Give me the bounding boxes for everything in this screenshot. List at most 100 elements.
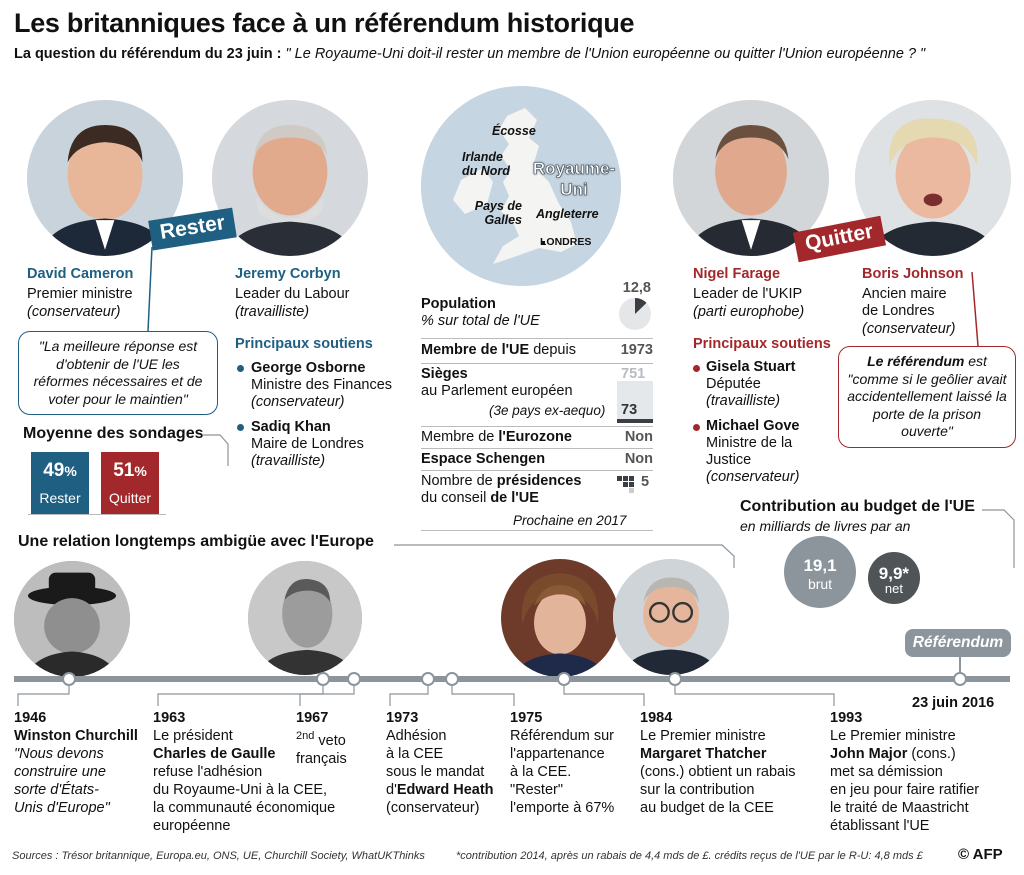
event-1967-year: 1967 (296, 710, 329, 726)
seats-note: (3e pays ex-aequo) (489, 403, 606, 418)
afp-credit: © AFP (958, 846, 1003, 863)
remain-bullet (237, 424, 244, 431)
event-1975-l4: "Rester" (510, 782, 564, 798)
event-1993-l5: le traité de Maastricht (830, 800, 969, 816)
presidency-squares (617, 476, 634, 493)
event-1967-l2: français (296, 750, 347, 767)
leave-quote-pointer (971, 271, 979, 347)
timeline-title: Une relation longtemps ambigüe avec l'Eu… (18, 533, 374, 550)
budget-gross-label: brut (807, 576, 833, 592)
corbyn-info: Jeremy Corbyn Leader du Labour (travaill… (235, 266, 350, 321)
referendum-date: 23 juin 2016 (912, 695, 995, 711)
eurozone-label: l'Eurozone (498, 429, 572, 445)
event-1975-l3: à la CEE. (510, 764, 572, 780)
johnson-role2: de Londres (862, 303, 935, 319)
page-title: Les britanniques face à un référendum hi… (14, 8, 635, 38)
event-1993: 1993 Le Premier ministre John Major (con… (830, 709, 979, 835)
poll-baseline (28, 514, 166, 515)
event-1975-l5: l'emporte à 67% (510, 800, 615, 816)
poll-leave-label: Quitter (108, 490, 151, 506)
event-1946-year: 1946 (14, 710, 47, 726)
stat-member-since: Membre de l'UE depuis 1973 (421, 342, 653, 359)
footer-note: *contribution 2014, après un rabais de 4… (456, 850, 923, 862)
eurozone-value: Non (624, 429, 653, 445)
timeline-marker-1963 (316, 672, 330, 686)
question-label: La question du référendum du 23 juin : (14, 46, 282, 62)
referendum-stem (959, 657, 961, 675)
map-label-angleterre: Angleterre (536, 207, 599, 221)
event-1946: 1946 Winston Churchill "Nous devons cons… (14, 709, 138, 817)
event-1993-name-suffix: (cons.) (907, 746, 956, 762)
polls-title: Moyenne des sondages (23, 425, 204, 442)
stat-eurozone: Membre de l'Eurozone Non (421, 429, 653, 446)
event-1984-name: Margaret Thatcher (640, 746, 767, 762)
cameron-party: (conservateur) (27, 304, 121, 320)
event-1973-year: 1973 (386, 710, 419, 726)
gove-name: Michael Gove (706, 418, 800, 434)
churchill-portrait (14, 561, 130, 677)
timeline-title-bracket (394, 544, 735, 568)
timeline-marker-1975 (445, 672, 459, 686)
event-1967-nd: 2nd (296, 730, 315, 742)
population-pie-slice (635, 298, 647, 314)
event-1973-l4b: Edward Heath (396, 782, 494, 798)
population-sub: % sur total de l'UE (421, 313, 540, 329)
map-label-galles: Pays de Galles (474, 199, 522, 227)
event-1993-l1: Le Premier ministre (830, 728, 956, 744)
stat-divider (421, 470, 653, 471)
stat-divider (421, 530, 653, 531)
osborne-party: (conservateur) (251, 394, 345, 410)
event-1963-l5: la communauté économique (153, 800, 336, 816)
stuart-name: Gisela Stuart (706, 359, 796, 375)
leave-quote: Le référendum est "comme si le geôlier a… (838, 346, 1016, 448)
seats-total-value: 751 (621, 366, 646, 382)
schengen-value: Non (624, 451, 653, 467)
referendum-label: Référendum (905, 629, 1011, 657)
event-1973-l3: sous le mandat (386, 764, 485, 780)
seats-uk-value: 73 (621, 402, 638, 418)
khan-info: Sadiq Khan Maire de Londres (travaillist… (251, 419, 364, 470)
presidency-l1b: présidences (496, 473, 582, 489)
remain-bullet (237, 365, 244, 372)
gove-role1: Ministre de la (706, 435, 793, 451)
leave-quote-lead: Le référendum (867, 353, 965, 369)
khan-party: (travailliste) (251, 453, 326, 469)
osborne-info: George Osborne Ministre des Finances (co… (251, 360, 392, 411)
event-1946-name: Winston Churchill (14, 728, 138, 744)
stuart-role: Députée (706, 376, 761, 392)
event-1993-l6: établissant l'UE (830, 818, 930, 834)
stat-divider (421, 363, 653, 364)
member-label: Membre de l'UE (421, 342, 530, 358)
member-value: 1973 (620, 342, 653, 358)
johnson-info: Boris Johnson Ancien maire de Londres (c… (862, 266, 964, 338)
population-pie (619, 298, 651, 330)
budget-gross-circle: 19,1 brut (784, 536, 856, 608)
map-label-royaume-uni: Royaume-Uni (532, 159, 616, 200)
timeline-marker-1973 (421, 672, 435, 686)
event-1984-l4: sur la contribution (640, 782, 755, 798)
cameron-name: David Cameron (27, 266, 134, 282)
cameron-portrait (27, 100, 183, 256)
timeline-bar (14, 676, 1010, 682)
event-1984-year: 1984 (640, 710, 673, 726)
timeline-marker-1967 (347, 672, 361, 686)
stuart-info: Gisela Stuart Députée (travailliste) (706, 359, 795, 410)
leave-bullet (693, 424, 700, 431)
event-1963-l3: refuse l'adhésion (153, 764, 263, 780)
stat-divider (421, 426, 653, 427)
presidency-next: Prochaine en 2017 (513, 513, 627, 528)
event-1993-l4: en jeu pour faire ratifier (830, 782, 980, 798)
event-1993-l3: met sa démission (830, 764, 943, 780)
eurozone-prefix: Membre de (421, 429, 499, 445)
farage-info: Nigel Farage Leader de l'UKIP (parti eur… (693, 266, 804, 321)
budget-net-label: net (884, 581, 903, 597)
johnson-party: (conservateur) (862, 321, 956, 337)
corbyn-portrait (212, 100, 368, 256)
footer-sources: Sources : Trésor britannique, Europa.eu,… (12, 850, 425, 862)
khan-name: Sadiq Khan (251, 419, 331, 435)
cameron-role: Premier ministre (27, 286, 133, 302)
uk-map (421, 86, 621, 286)
corbyn-name: Jeremy Corbyn (235, 266, 341, 282)
stuart-party: (travailliste) (706, 393, 781, 409)
event-1984-l5: au budget de la CEE (640, 800, 774, 816)
